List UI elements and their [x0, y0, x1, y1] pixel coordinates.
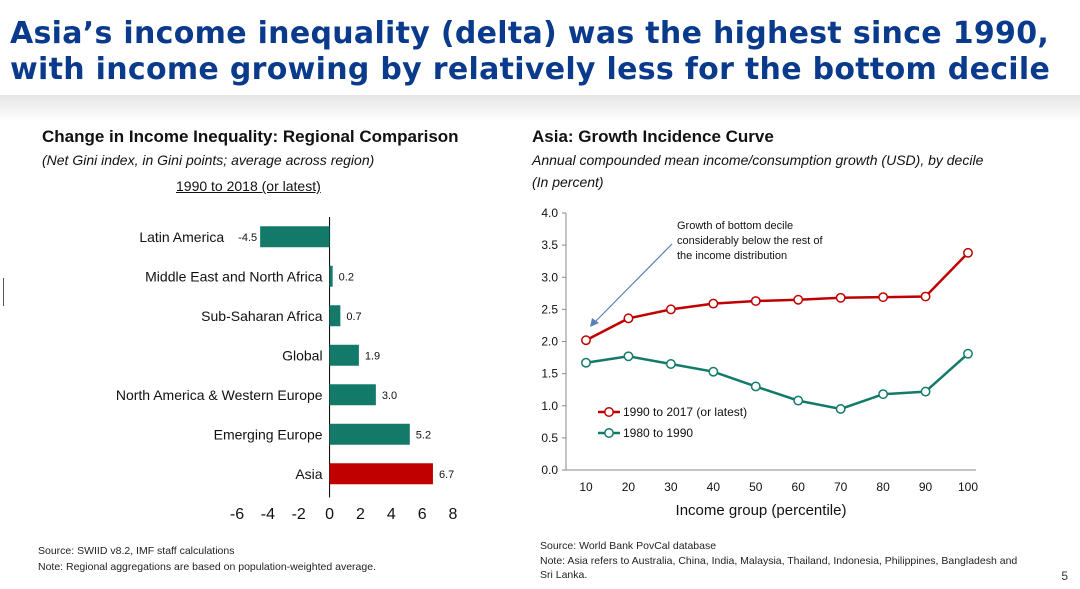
- annotation-arrow-line: [591, 243, 673, 326]
- series-line-0: [585, 251, 969, 342]
- right-chart-subtitle-1: Annual compounded mean income/consumptio…: [532, 152, 984, 168]
- series-1-point-5: [793, 395, 804, 406]
- series-0-point-1: [623, 313, 634, 324]
- y-tick-label-6: 3.0: [541, 270, 558, 284]
- x-tick-label-1: 20: [622, 480, 636, 494]
- right-chart-note-2: Sri Lanka.: [540, 569, 588, 581]
- y-tick-label-5: 2.5: [541, 302, 558, 316]
- x-tick-label-0: 10: [579, 480, 593, 494]
- y-tick-label-7: 3.5: [541, 238, 558, 252]
- series-1-point-7: [878, 389, 889, 400]
- category-label-3: Global: [282, 347, 322, 363]
- left-chart-note: Note: Regional aggregations are based on…: [38, 561, 376, 573]
- x-tick-label-8: 90: [919, 480, 933, 494]
- legend-label-1: 1980 to 1990: [623, 426, 693, 440]
- series-1-point-8: [920, 386, 931, 397]
- value-label-6: 6.7: [439, 469, 454, 481]
- x-tick-label-2: -2: [292, 506, 306, 523]
- x-tick-label-9: 100: [958, 480, 978, 494]
- series-0-point-8: [920, 291, 931, 302]
- value-label-5: 5.2: [416, 429, 431, 441]
- x-tick-label-0: -6: [230, 506, 244, 523]
- x-tick-label-4: 50: [749, 480, 763, 494]
- x-tick-label-5: 4: [387, 506, 396, 523]
- side-marker: [3, 278, 4, 306]
- slide-title-line-1: Asia’s income inequality (delta) was the…: [10, 16, 1050, 51]
- value-label-1: 0.2: [339, 271, 354, 283]
- series-0-point-4: [750, 296, 761, 306]
- category-label-4: North America & Western Europe: [116, 387, 323, 403]
- left-chart-title: Change in Income Inequality: Regional Co…: [42, 127, 459, 146]
- series-0-point-7: [878, 292, 889, 303]
- series-0-point-5: [793, 294, 804, 305]
- series-1-point-1: [623, 351, 634, 362]
- right-chart-subtitle-2: (In percent): [532, 174, 604, 190]
- x-tick-label-3: 0: [325, 506, 334, 523]
- legend-marker-1: [604, 428, 614, 438]
- x-tick-label-1: -4: [261, 506, 275, 523]
- series-1-point-6: [835, 404, 846, 414]
- series-line-1: [585, 352, 969, 411]
- annotation-line-2: the income distribution: [677, 250, 787, 262]
- right-chart-source: Source: World Bank PovCal database: [540, 540, 717, 552]
- series-1-point-2: [665, 359, 676, 369]
- x-tick-label-7: 80: [876, 480, 890, 494]
- x-tick-label-7: 8: [449, 506, 458, 523]
- bar-5: [329, 423, 410, 445]
- right-line-chart: 0.0 0.5 1.0 1.5 2.0 2.5 3.0 3.5 4.0 10 20 30 40 50 60 7…: [541, 206, 978, 519]
- bar-0: [260, 226, 330, 248]
- y-tick-label-0: 0.0: [541, 463, 558, 477]
- annotation-line-0: Growth of bottom decile: [677, 220, 793, 232]
- x-tick-label-2: 30: [664, 480, 678, 494]
- series-0-point-9: [963, 247, 973, 258]
- x-tick-label-3: 40: [707, 480, 721, 494]
- y-tick-label-8: 4.0: [541, 206, 558, 220]
- page-number: 5: [1061, 569, 1068, 583]
- left-bar-chart: Latin America -4.5 Middle East and North A…: [116, 217, 458, 523]
- x-axis-title: Income group (percentile): [676, 502, 847, 519]
- bar-4: [329, 384, 376, 406]
- category-label-6: Asia: [295, 466, 322, 482]
- value-label-3: 1.9: [365, 350, 380, 362]
- series-0-point-3: [708, 298, 719, 309]
- series-0-point-2: [665, 304, 676, 315]
- series-0-point-6: [835, 292, 846, 303]
- y-tick-label-4: 2.0: [541, 335, 558, 349]
- x-tick-label-6: 70: [834, 480, 848, 494]
- x-tick-label-6: 6: [418, 506, 427, 523]
- category-label-1: Middle East and North Africa: [145, 268, 323, 284]
- x-tick-label-4: 2: [356, 506, 365, 523]
- category-label-2: Sub-Saharan Africa: [201, 308, 323, 324]
- y-tick-label-1: 0.5: [541, 431, 558, 445]
- annotation-line-1: considerably below the rest of: [677, 235, 823, 247]
- y-tick-label-2: 1.0: [541, 399, 558, 413]
- bar-2: [329, 305, 341, 327]
- bar-3: [329, 344, 359, 366]
- series-1-point-4: [750, 381, 761, 392]
- value-label-0: -4.5: [238, 232, 257, 244]
- right-chart-note-1: Note: Asia refers to Australia, China, I…: [540, 555, 1018, 567]
- annotation-arrow-head: [590, 318, 599, 327]
- bar-6: [329, 463, 433, 485]
- value-label-2: 0.7: [346, 311, 361, 323]
- bar-1: [329, 265, 333, 287]
- left-chart-period: 1990 to 2018 (or latest): [176, 178, 321, 194]
- category-label-0: Latin America: [139, 229, 224, 245]
- slide-title-line-2: with income growing by relatively less f…: [10, 52, 1051, 87]
- value-label-4: 3.0: [382, 390, 397, 402]
- left-chart-subtitle: (Net Gini index, in Gini points; average…: [42, 152, 375, 168]
- series-1-point-0: [581, 357, 591, 368]
- right-chart-title: Asia: Growth Incidence Curve: [532, 127, 774, 146]
- legend-label-0: 1990 to 2017 (or latest): [623, 405, 747, 419]
- legend-marker-0: [604, 407, 614, 417]
- category-label-5: Emerging Europe: [214, 426, 323, 442]
- left-chart-source: Source: SWIID v8.2, IMF staff calculatio…: [38, 545, 235, 557]
- header-divider-band: [0, 95, 1080, 122]
- series-1-point-9: [963, 348, 973, 359]
- y-tick-label-3: 1.5: [541, 367, 558, 381]
- series-1-point-3: [708, 366, 719, 377]
- x-tick-label-5: 60: [792, 480, 806, 494]
- series-0-point-0: [581, 335, 591, 346]
